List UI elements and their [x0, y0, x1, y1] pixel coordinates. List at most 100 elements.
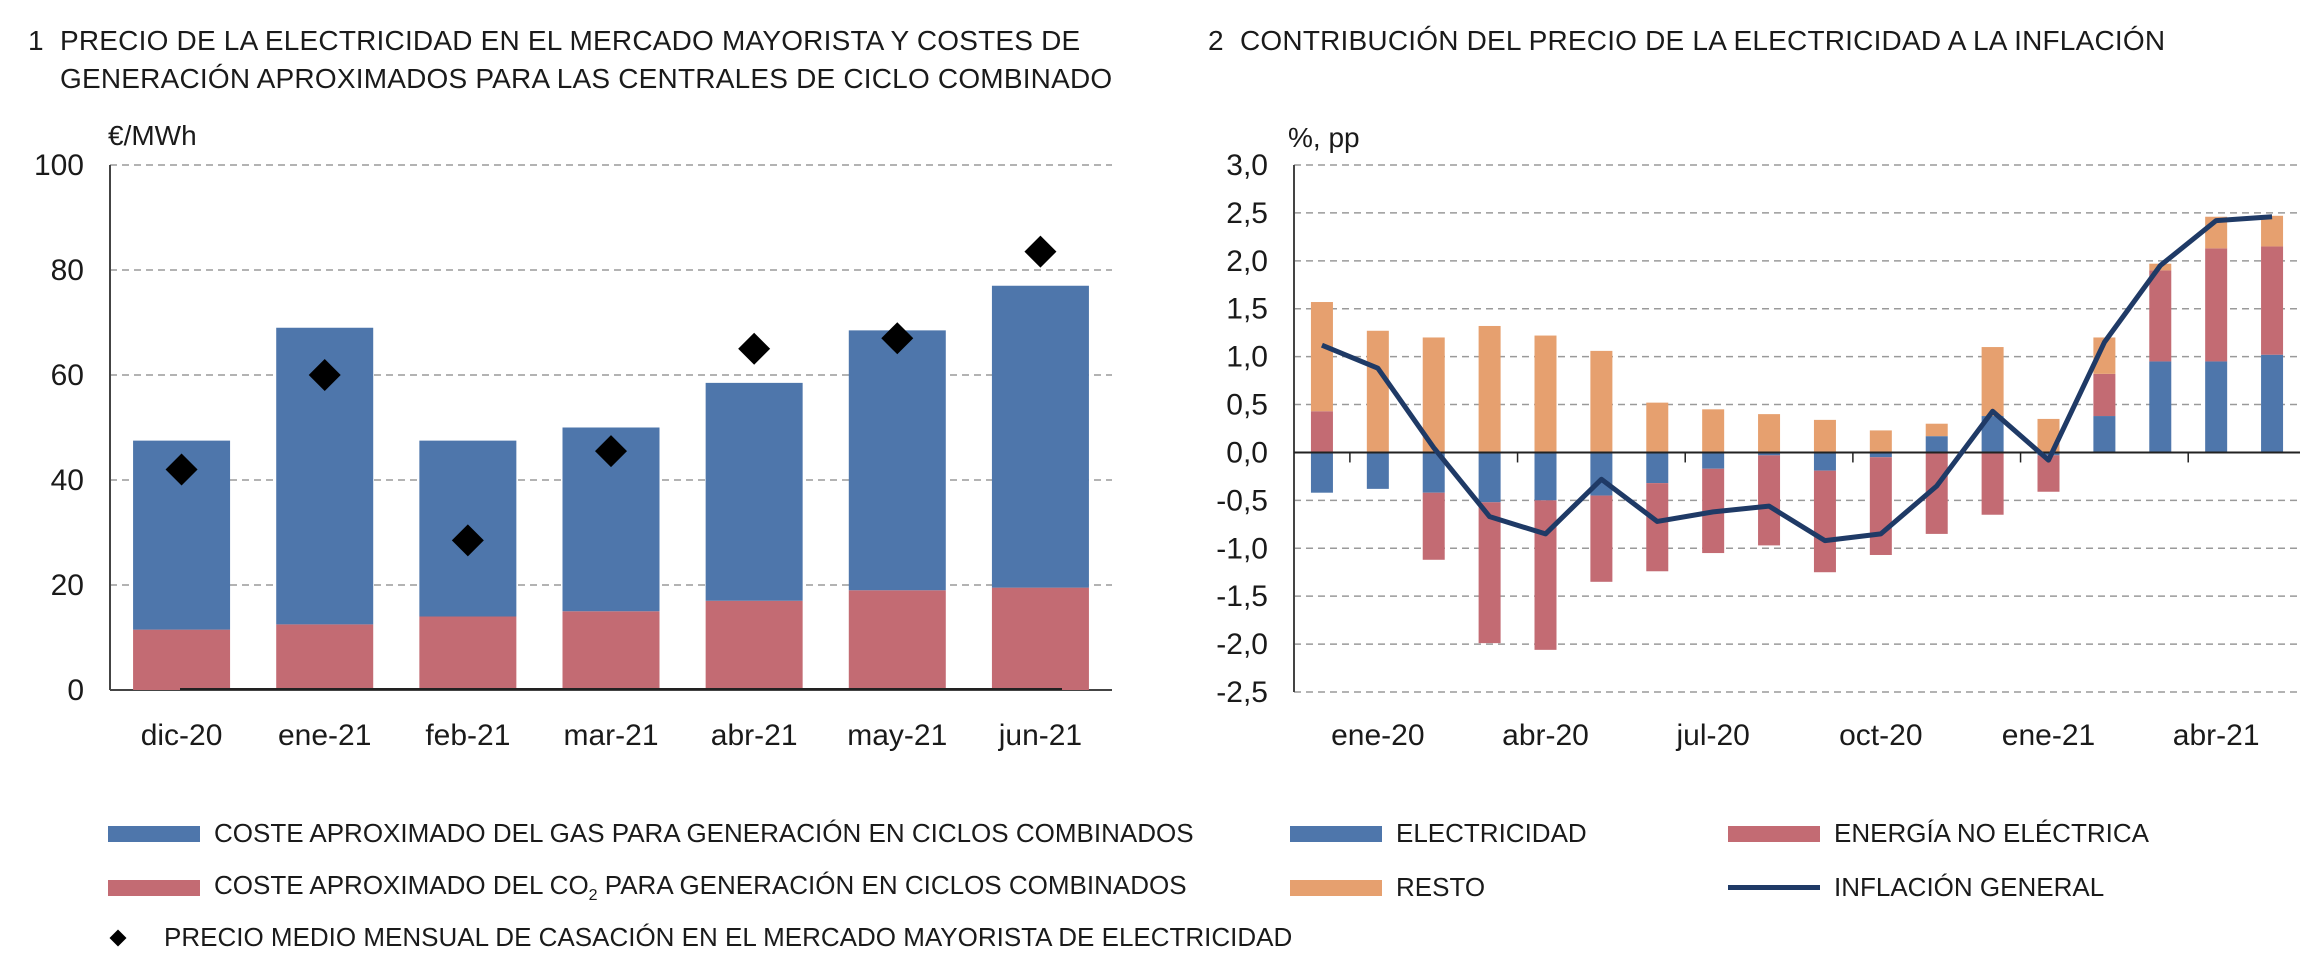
legend-item-co2: COSTE APROXIMADO DEL CO2 PARA GENERACIÓN… [108, 870, 1187, 905]
y-tick-label: 2,5 [1226, 197, 1268, 230]
bar-segment [1813, 452, 1836, 471]
bar-segment [1758, 455, 1781, 546]
legend-swatch-energia [1728, 825, 1820, 842]
x-tick-label: may-21 [847, 719, 947, 752]
x-tick-label: dic-20 [141, 719, 223, 752]
bar-segment [562, 611, 660, 690]
bar-segment [1590, 350, 1613, 453]
left-chart-unit: €/MWh [108, 120, 197, 151]
y-tick-label: 2,0 [1226, 245, 1268, 278]
bar-segment [2149, 361, 2172, 453]
bar-segment [705, 600, 803, 690]
x-tick-label: jul-20 [1675, 719, 1749, 752]
bar-segment [1981, 452, 2004, 515]
legend-label-energia: ENERGÍA NO ELÉCTRICA [1834, 818, 2149, 848]
bar-segment [1478, 452, 1501, 503]
y-tick-label: -2,5 [1216, 676, 1268, 709]
right-chart-title: 2 CONTRIBUCIÓN DEL PRECIO DE LA ELECTRICI… [1208, 22, 2165, 60]
bar-segment [1813, 470, 1836, 573]
bar-segment [1646, 402, 1669, 453]
bar-segment [1869, 430, 1892, 453]
y-tick-label: 0,0 [1226, 436, 1268, 469]
bar-segment [1758, 414, 1781, 453]
bar-segment [991, 587, 1089, 690]
bar-segment [2149, 270, 2172, 362]
bar-segment [848, 590, 946, 690]
bar-segment [1925, 452, 1948, 534]
x-tick-label: jun-21 [998, 719, 1082, 752]
bar-segment [705, 382, 803, 601]
diamond-icon [109, 929, 127, 946]
legend-item-inflacion: INFLACIÓN GENERAL [1728, 872, 2104, 903]
legend-label-gas: COSTE APROXIMADO DEL GAS PARA GENERACIÓN… [214, 818, 1194, 848]
bar-segment [1758, 452, 1781, 456]
y-tick-label: 80 [51, 254, 84, 287]
legend-swatch-co2 [108, 879, 200, 896]
bar-segment [1534, 452, 1557, 501]
bar-segment [2261, 354, 2284, 453]
price-marker [308, 359, 341, 391]
left-chart-title-line2: GENERACIÓN APROXIMADOS PARA LAS CENTRALE… [60, 63, 1113, 94]
bar-segment [419, 616, 517, 690]
bar-segment [1702, 452, 1725, 469]
y-tick-label: -0,5 [1216, 484, 1268, 517]
x-tick-label: ene-21 [2002, 719, 2095, 752]
bar-segment [1422, 452, 1445, 493]
y-tick-label: 100 [34, 149, 84, 182]
legend-item-gas: COSTE APROXIMADO DEL GAS PARA GENERACIÓN… [108, 818, 1194, 849]
right-chart-number: 2 [1208, 25, 1224, 56]
bar-segment [1534, 335, 1557, 453]
bar-segment [1925, 423, 1948, 437]
bar-segment [2261, 246, 2284, 355]
x-tick-label: mar-21 [563, 719, 658, 752]
bar-segment [1590, 495, 1613, 582]
bar-segment [991, 285, 1089, 588]
bar-segment [1310, 302, 1333, 412]
y-tick-label: -1,5 [1216, 580, 1268, 613]
bar-segment [1478, 502, 1501, 644]
bar-segment [133, 629, 231, 690]
right-bar-chart: 3,0 2,5 2,0 1,5 1,0 0,5 0,0 -0,5 -1,0 -1,5 -2,0 -2,… [1216, 149, 2300, 752]
left-bar-chart: 0 20 40 60 80 100 dic-20 ene-21 feb-21 mar-21 abr-… [34, 149, 1112, 752]
right-chart-title-text: CONTRIBUCIÓN DEL PRECIO DE LA ELECTRICID… [1240, 25, 2166, 56]
bar-segment [1925, 436, 1948, 453]
right-chart-unit: %, pp [1288, 122, 1360, 153]
bar-segment [1702, 409, 1725, 453]
bar-segment [2261, 215, 2284, 247]
price-marker [165, 453, 198, 486]
bar-segment [1869, 457, 1892, 555]
y-tick-label: 3,0 [1226, 149, 1268, 182]
left-chart-number: 1 [28, 25, 44, 56]
bar-segment [1422, 492, 1445, 560]
price-marker [738, 332, 771, 365]
bar-segment [1981, 347, 2004, 417]
left-chart-title-line1: PRECIO DE LA ELECTRICIDAD EN EL MERCADO … [60, 25, 1081, 56]
x-tick-label: abr-21 [711, 719, 798, 752]
bar-segment [2037, 455, 2060, 492]
bar-segment [2093, 416, 2116, 453]
legend-item-resto: RESTO [1290, 872, 1485, 903]
x-tick-label: abr-20 [1502, 719, 1589, 752]
bar-segment [1366, 452, 1389, 489]
price-marker [451, 524, 484, 557]
price-marker [1024, 235, 1057, 268]
bar-segment [1366, 330, 1389, 453]
legend-swatch-electricidad [1290, 825, 1382, 842]
bar-segment [2205, 248, 2228, 362]
bar-segment [1869, 452, 1892, 458]
bar-segment [276, 624, 374, 690]
bar-segment [1646, 452, 1669, 484]
left-chart-title: 1 PRECIO DE LA ELECTRICIDAD EN EL MERCADO… [28, 22, 1112, 98]
y-tick-label: 60 [51, 359, 84, 392]
legend-label-electricidad: ELECTRICIDAD [1396, 818, 1587, 848]
bar-segment [1981, 416, 2004, 453]
x-tick-label: abr-21 [2173, 719, 2260, 752]
bar-segment [1813, 419, 1836, 453]
legend-item-energia: ENERGÍA NO ELÉCTRICA [1728, 818, 2149, 849]
bar-segment [2037, 452, 2060, 456]
legend-item-price: PRECIO MEDIO MENSUAL DE CASACIÓN EN EL M… [108, 922, 1292, 953]
y-tick-label: 0 [67, 674, 84, 707]
bar-segment [2093, 337, 2116, 374]
y-tick-label: 1,5 [1226, 293, 1268, 326]
x-tick-label: feb-21 [425, 719, 510, 752]
